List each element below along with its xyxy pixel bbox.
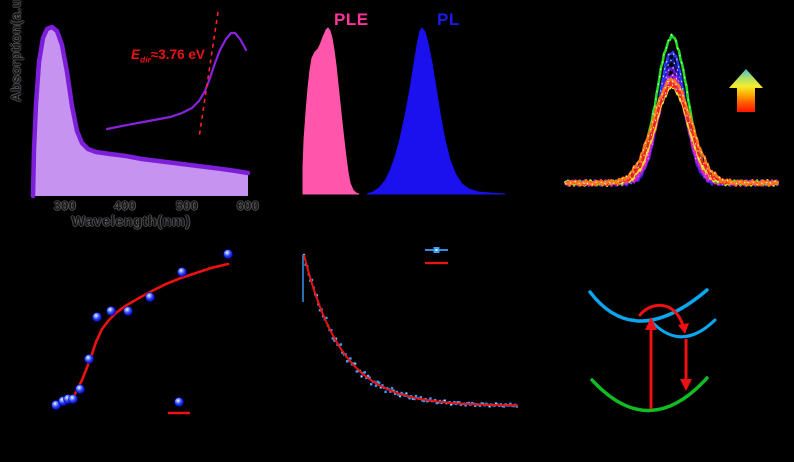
config-diagram-svg (588, 288, 717, 413)
decay-fit-curve (303, 254, 519, 407)
x-tick-400: 400 (113, 199, 137, 213)
excitation-arrow (645, 317, 657, 409)
panel-temperature-pl (530, 0, 794, 240)
decay-data-points (302, 253, 518, 408)
absorption-curve (30, 24, 251, 199)
decay-legend (425, 247, 448, 265)
relaxation-arrow (638, 303, 689, 334)
scatter-legend (168, 397, 190, 415)
panel-scatter-fit (0, 230, 270, 462)
bandgap-subscript: dir (140, 54, 151, 65)
bandgap-value: ≈3.76 eV (150, 47, 205, 62)
pl-decay-svg (302, 247, 519, 408)
absorption-x-axis-label: Wavelength(nm) (71, 214, 191, 230)
scatter-fit-svg (51, 249, 233, 415)
ple-label: PLE (334, 10, 369, 29)
x-tick-300: 300 (53, 199, 77, 213)
pl-curve (366, 27, 506, 195)
bandgap-symbol: E (131, 47, 141, 62)
pl-label: PL (437, 10, 460, 29)
emission-arrow (680, 339, 692, 391)
tauc-inset (105, 11, 248, 139)
x-tick-600: 600 (236, 199, 260, 213)
ple-pl-svg (302, 27, 506, 195)
ground-state-parabola (590, 376, 709, 413)
panel-ple-pl: PLE PL (270, 0, 530, 240)
temperature-pl-svg (563, 33, 780, 187)
x-tick-500: 500 (175, 199, 199, 213)
pl-curve-orange (565, 77, 780, 187)
scatter-data-points (51, 249, 233, 410)
absorption-spectrum-svg (30, 11, 251, 199)
excited-state-parabola (588, 288, 709, 323)
panel-config-diagram (530, 230, 794, 462)
sigmoid-fit-curve (69, 262, 230, 402)
ple-curve (302, 27, 360, 195)
panel-absorption: Absorption(a.u.) 300 400 500 600 Wavelen… (0, 0, 270, 240)
intensity-increase-arrow (729, 69, 763, 112)
panel-pl-decay (270, 230, 530, 462)
self-trapped-state-parabola (651, 318, 717, 339)
bandgap-annotation: Edir≈3.76 eV (131, 47, 205, 65)
